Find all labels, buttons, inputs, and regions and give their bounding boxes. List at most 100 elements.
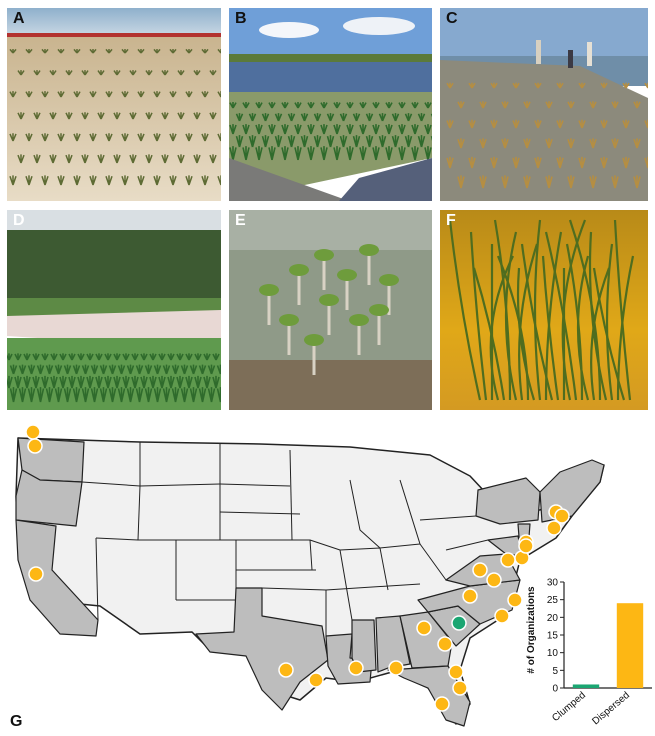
grass-tuft xyxy=(41,175,49,186)
grass-tuft xyxy=(41,353,49,361)
grass-tuft xyxy=(457,101,465,109)
grass-tuft xyxy=(95,375,103,389)
seagrass-blade xyxy=(544,231,578,401)
grass-tuft xyxy=(9,175,17,186)
grass-tuft xyxy=(193,154,201,164)
state-oregon xyxy=(15,469,83,527)
grass-tuft xyxy=(73,48,81,54)
grass-tuft xyxy=(479,175,487,189)
panel-a-label: A xyxy=(13,10,25,27)
grass-tuft xyxy=(140,353,148,361)
grass-tuft xyxy=(25,48,33,54)
grass-tuft xyxy=(185,375,193,389)
grass-tuft xyxy=(320,102,328,109)
panel-g-label: G xyxy=(10,713,22,730)
grass-tuft xyxy=(359,124,367,135)
grass-tuft xyxy=(633,175,641,189)
grass-tuft xyxy=(185,175,193,186)
mangrove-leaves xyxy=(304,334,324,346)
grass-tuft xyxy=(72,387,81,403)
dispersed-site-marker xyxy=(462,588,478,604)
chart-x-labels: Clumped Dispersed xyxy=(550,690,632,727)
grass-tuft xyxy=(385,146,393,161)
grass-tuft xyxy=(261,113,270,122)
dispersed-site-marker xyxy=(434,696,450,712)
grass-tuft xyxy=(633,138,641,149)
grass-tuft xyxy=(523,101,531,109)
grass-tuft xyxy=(50,353,58,361)
panel-d-label: D xyxy=(13,212,25,229)
grass-tuft xyxy=(72,364,81,375)
grass-tuft xyxy=(54,387,63,403)
mangrove-leaves xyxy=(359,244,379,256)
grass-tuft xyxy=(176,375,184,389)
grass-tuft xyxy=(217,91,221,98)
grass-tuft xyxy=(404,113,413,122)
grass-tuft xyxy=(556,82,564,89)
grass-tuft xyxy=(158,353,166,361)
grass-tuft xyxy=(117,387,126,403)
grass-tuft xyxy=(90,387,99,403)
grass-tuft xyxy=(320,146,328,161)
grass-tuft xyxy=(121,91,129,98)
panel-f-label: F xyxy=(446,212,456,229)
panel-b-photo: B xyxy=(229,8,432,201)
grass-tuft xyxy=(122,353,130,361)
grass-tuft xyxy=(113,70,121,76)
grass-tuft xyxy=(512,156,520,169)
grass-tuft xyxy=(33,112,41,120)
grass-tuft xyxy=(201,133,209,142)
grass-tuft xyxy=(313,113,322,122)
dispersed-site-marker xyxy=(472,562,488,578)
grass-tuft xyxy=(149,353,157,361)
chart-y-tick-label: 5 xyxy=(552,666,558,677)
grass-tuft xyxy=(65,154,73,164)
grass-tuft xyxy=(372,146,380,161)
grass-tuft xyxy=(95,353,103,361)
grass-tuft xyxy=(25,91,33,98)
grass-tuft xyxy=(65,70,73,76)
grass-tuft xyxy=(578,156,586,169)
grass-tuft xyxy=(89,133,97,142)
grass-tuft xyxy=(81,112,89,120)
grass-tuft xyxy=(391,135,400,148)
grass-tuft xyxy=(411,102,419,109)
grass-tuft xyxy=(189,364,198,375)
grass-tuft xyxy=(169,48,177,54)
grass-tuft xyxy=(333,124,341,135)
grass-tuft xyxy=(556,156,564,169)
grass-tuft xyxy=(578,82,586,89)
grass-tuft xyxy=(372,124,380,135)
grass-tuft xyxy=(77,375,85,389)
dispersed-site-marker xyxy=(546,520,562,536)
grass-tuft xyxy=(65,112,73,120)
grass-tuft xyxy=(207,364,216,375)
grass-tuft xyxy=(97,112,105,120)
grass-tuft xyxy=(490,119,498,129)
grass-tuft xyxy=(209,112,217,120)
grass-tuft xyxy=(534,119,542,129)
grass-tuft xyxy=(479,101,487,109)
grass-tuft xyxy=(33,154,41,164)
grass-tuft xyxy=(105,48,113,54)
grass-tuft xyxy=(63,364,72,375)
grass-tuft xyxy=(201,175,209,186)
grass-tuft xyxy=(129,70,137,76)
grass-tuft xyxy=(23,353,31,361)
grass-tuft xyxy=(501,138,509,149)
seagrass-blade xyxy=(533,219,542,401)
grass-tuft xyxy=(149,375,157,389)
grass-tuft xyxy=(17,70,25,76)
grass-tuft xyxy=(479,138,487,149)
grass-tuft xyxy=(73,175,81,186)
grass-tuft xyxy=(135,364,144,375)
panel-e-label: E xyxy=(235,212,246,229)
grass-tuft xyxy=(25,175,33,186)
grass-tuft xyxy=(161,70,169,76)
grass-tuft xyxy=(203,375,211,389)
grass-tuft xyxy=(216,364,221,375)
grass-tuft xyxy=(209,154,217,164)
dispersed-site-marker xyxy=(25,424,41,440)
grass-tuft xyxy=(212,375,220,389)
grass-tuft xyxy=(545,175,553,189)
